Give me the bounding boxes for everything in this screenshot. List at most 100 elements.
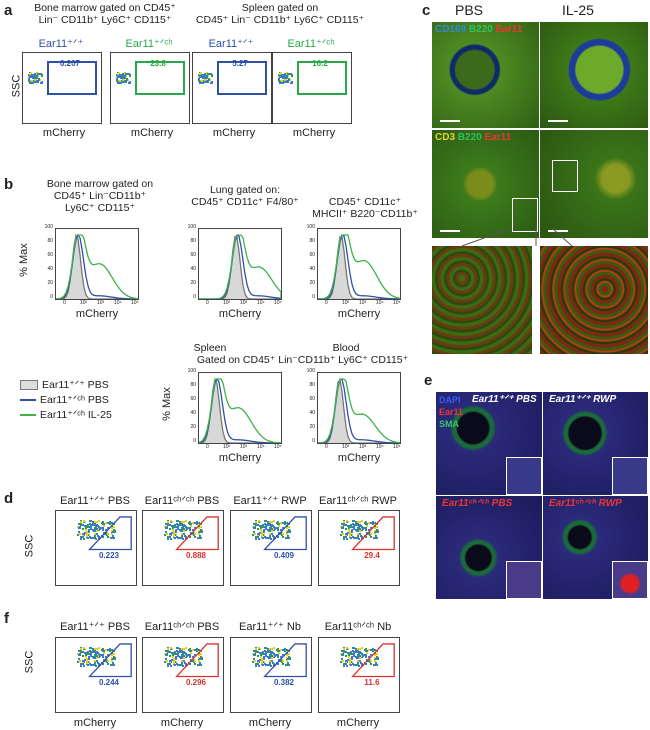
gate-trapezoid xyxy=(175,643,219,678)
flow-dot xyxy=(268,528,271,531)
x-tick-label: 0 xyxy=(206,300,209,306)
flow-dot xyxy=(274,655,277,658)
flow-dot xyxy=(164,533,167,536)
flow-dot xyxy=(200,656,203,659)
flow-dot xyxy=(78,657,81,660)
panel-f-ylabel: SSC xyxy=(23,650,36,674)
flow-dot xyxy=(355,524,358,527)
histogram-curve xyxy=(56,233,138,299)
flow-dot xyxy=(260,661,263,664)
flow-dot xyxy=(277,523,280,526)
gate-outline xyxy=(175,643,219,678)
flow-dot xyxy=(269,527,272,530)
flow-dot xyxy=(95,524,98,527)
y-tick-label: 40 xyxy=(309,410,315,416)
panel-b-ylabel: % Max xyxy=(160,387,173,421)
flow-dot xyxy=(372,664,375,667)
flow-dot xyxy=(264,663,267,666)
flow-dot xyxy=(81,534,84,537)
flow-dot xyxy=(260,652,263,655)
flow-dot xyxy=(81,654,84,657)
flow-dot xyxy=(252,660,255,663)
flow-dot xyxy=(260,527,263,530)
flow-dot xyxy=(279,528,282,531)
flow-dot xyxy=(259,525,262,528)
flow-dot xyxy=(259,652,262,655)
flow-dot xyxy=(88,663,91,666)
flow-dot xyxy=(368,658,371,661)
flow-dot xyxy=(105,522,108,525)
flow-dot xyxy=(178,520,181,523)
flow-dot xyxy=(355,529,358,532)
flow-dot xyxy=(174,657,177,660)
flow-dot xyxy=(355,656,358,659)
flow-dot xyxy=(80,537,83,540)
flow-dot xyxy=(356,528,359,531)
y-tick-label: 40 xyxy=(190,266,196,272)
flow-dot xyxy=(355,648,358,651)
flow-dot xyxy=(167,650,170,653)
flow-dot xyxy=(169,659,171,662)
flow-dot xyxy=(341,654,344,656)
flow-dot xyxy=(365,528,368,531)
flow-dot xyxy=(368,649,371,652)
flow-dot xyxy=(204,72,207,75)
flow-dot xyxy=(340,522,343,525)
flow-dot xyxy=(359,654,362,657)
flow-dot xyxy=(352,647,355,650)
flow-dot xyxy=(197,664,200,667)
flow-dot xyxy=(165,654,168,656)
flow-dot xyxy=(30,75,33,78)
flow-dot xyxy=(270,647,273,650)
x-tick-label: 10⁴ xyxy=(257,444,265,450)
flow-dot xyxy=(356,526,359,529)
flow-dot xyxy=(92,524,95,527)
flow-dot xyxy=(348,533,351,536)
panel-f-xlabel: mCherry xyxy=(160,717,204,729)
flow-dot xyxy=(200,523,203,526)
flow-dot xyxy=(118,75,121,78)
histogram-curve xyxy=(318,234,400,299)
flow-dot xyxy=(166,535,169,538)
flow-dot xyxy=(30,72,33,74)
flow-dot xyxy=(165,657,168,660)
flow-dot xyxy=(280,531,283,534)
flow-dot xyxy=(346,647,349,650)
flow-dot xyxy=(375,535,378,538)
flow-dot xyxy=(289,73,292,76)
flow-dot xyxy=(285,654,288,657)
panel-b-header-lung2: CD45⁺ CD11c⁺ MHCII⁺ B220⁻CD11b⁺ xyxy=(312,196,418,220)
y-tick-label: 80 xyxy=(190,238,196,244)
flow-dot xyxy=(85,660,88,663)
flow-dot xyxy=(365,650,368,653)
legend-item-ch-il25: Ear11⁺ᐟᶜʰ IL-25 xyxy=(20,408,112,423)
flow-dot xyxy=(291,81,294,84)
flow-dot xyxy=(277,655,280,658)
flow-dot xyxy=(122,79,125,82)
flow-dot xyxy=(113,523,116,526)
flow-dot xyxy=(95,657,98,660)
flow-dot xyxy=(285,532,288,535)
flow-dot xyxy=(344,534,347,537)
flow-dot xyxy=(83,537,86,540)
flow-dot xyxy=(192,531,195,534)
flow-dot xyxy=(87,526,90,529)
y-tick-label: 100 xyxy=(187,224,196,230)
flow-dot xyxy=(128,74,131,77)
flow-dot xyxy=(85,533,88,536)
flow-dot xyxy=(287,664,290,667)
flow-dot xyxy=(361,520,364,523)
micrograph-e-wt-rwp: Ear11⁺ᐟ⁺ RWP xyxy=(543,392,648,495)
flow-dot xyxy=(183,654,186,657)
flow-dot xyxy=(368,534,371,537)
flow-dot xyxy=(40,74,43,77)
flow-dot xyxy=(373,532,376,535)
flow-dot xyxy=(253,530,256,533)
flow-dot xyxy=(262,530,265,533)
flow-dot xyxy=(350,524,353,527)
flow-dot xyxy=(119,75,122,78)
histogram-curve xyxy=(318,378,400,443)
flow-plot xyxy=(55,637,137,713)
panel-d-label: d xyxy=(4,490,14,507)
histogram xyxy=(55,228,139,300)
